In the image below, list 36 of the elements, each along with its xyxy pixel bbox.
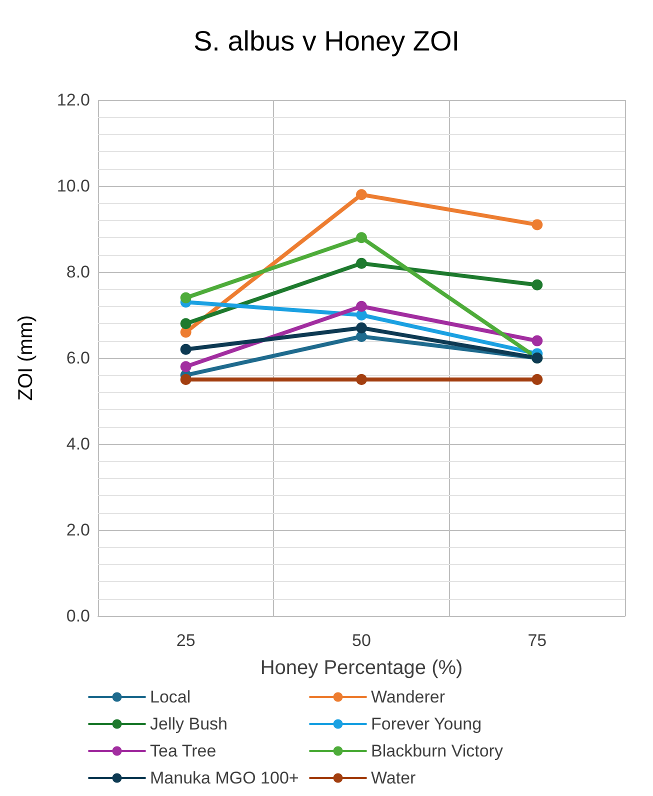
point bbox=[180, 374, 192, 385]
legend-label: Tea Tree bbox=[150, 742, 216, 760]
y-tick-label: 8.0 bbox=[66, 262, 90, 282]
x-tick-label: 25 bbox=[176, 631, 196, 650]
y-tick-label: 0.0 bbox=[66, 606, 90, 626]
point bbox=[532, 279, 543, 290]
point bbox=[356, 322, 367, 334]
point bbox=[356, 374, 367, 385]
legend-label: Forever Young bbox=[371, 714, 482, 734]
x-tick-label: 50 bbox=[352, 631, 371, 650]
x-tick-label: 75 bbox=[528, 631, 547, 650]
point bbox=[356, 189, 367, 200]
point bbox=[180, 292, 192, 304]
legend-label: Blackburn Victory bbox=[371, 742, 504, 760]
y-tick-label: 12.0 bbox=[56, 90, 90, 110]
y-tick-label: 6.0 bbox=[66, 348, 90, 368]
legend-label: Water bbox=[371, 768, 416, 788]
point bbox=[532, 335, 543, 346]
legend-label: Jelly Bush bbox=[150, 714, 228, 734]
point bbox=[356, 232, 367, 244]
point bbox=[356, 258, 367, 269]
legend-label: Wanderer bbox=[371, 688, 446, 706]
point bbox=[180, 361, 192, 372]
y-axis-title: ZOI (mm) bbox=[15, 315, 37, 401]
point bbox=[356, 300, 367, 312]
chart-title: S. albus v Honey ZOI bbox=[193, 26, 460, 56]
point bbox=[180, 318, 192, 330]
y-tick-label: 10.0 bbox=[56, 176, 90, 196]
y-tick-label: 4.0 bbox=[66, 434, 90, 454]
point bbox=[532, 219, 543, 230]
point bbox=[532, 374, 543, 385]
point bbox=[180, 344, 192, 355]
legend-label: Local bbox=[150, 688, 191, 706]
x-axis-title: Honey Percentage (%) bbox=[260, 657, 463, 679]
legend-label: Manuka MGO 100+ bbox=[150, 768, 299, 788]
y-tick-label: 2.0 bbox=[66, 520, 90, 540]
